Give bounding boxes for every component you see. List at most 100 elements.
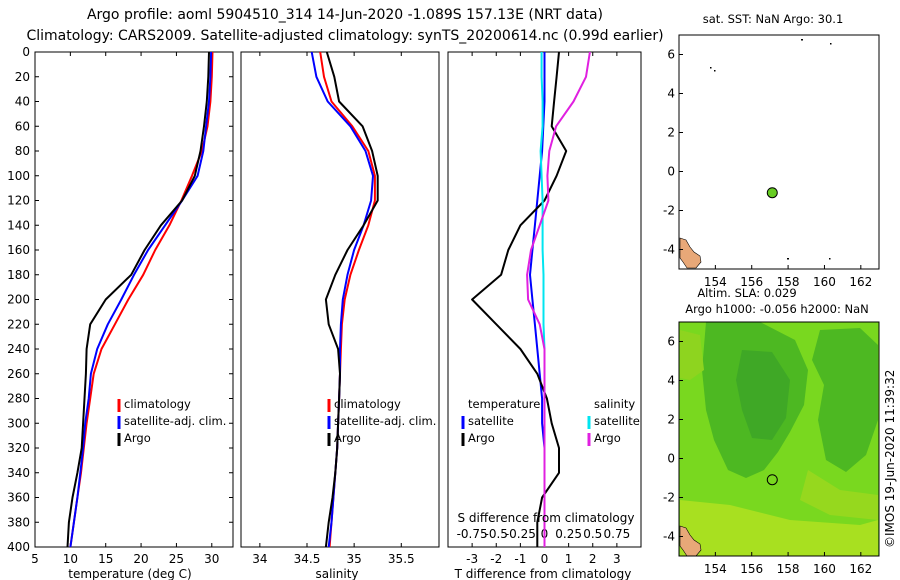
x-tick-label: 0: [541, 552, 549, 566]
sst-map-frame: [678, 34, 880, 270]
x-tick-label: 10: [63, 552, 78, 566]
depth-tick-label: 20: [15, 70, 30, 84]
salinity-x-ticks: 34 34.5 35 35.5: [252, 52, 415, 566]
salinity-plot-frame: [240, 51, 440, 548]
t-difference-x-ticks: -3 -2 -1 0 1 2 3: [466, 52, 621, 566]
x-tick-label: 2: [589, 552, 597, 566]
x-tick-label: -2: [490, 552, 502, 566]
temperature-legend: climatology satellite-adj. clim. Argo: [117, 397, 226, 446]
x-tick-label: 35: [347, 552, 362, 566]
temperature-axis-label: temperature (deg C): [68, 567, 191, 580]
map-y-tick-label: 2: [667, 126, 675, 140]
series-line-argo: [324, 51, 379, 548]
depth-tick-label: 220: [7, 317, 30, 331]
x-tick-label: -3: [466, 552, 478, 566]
map-y-tick-label: 0: [667, 452, 675, 466]
map-y-tick-label: -4: [663, 530, 675, 544]
depth-tick-label: 300: [7, 416, 30, 430]
depth-tick-label: 180: [7, 268, 30, 282]
sla-patch-light: [800, 470, 878, 520]
x-tick-label: -1: [514, 552, 526, 566]
series-line-salinity-argo: [526, 51, 591, 547]
sla-patch-light: [680, 330, 704, 380]
map-x-tick-label: 160: [813, 275, 836, 289]
series-line-satellite-adj-clim-: [69, 51, 213, 548]
difference-legend: temperature satellite Argo salinity sate…: [461, 397, 640, 446]
depth-tick-label: 40: [15, 95, 30, 109]
x-tick-label: 1: [565, 552, 573, 566]
sla-map-ticks: 154 156 158 160 162 -4 -2 0 2 4 6: [663, 335, 872, 577]
island-dot: [714, 70, 716, 72]
depth-tick-label: 280: [7, 392, 30, 406]
depth-tick-label: 340: [7, 466, 30, 480]
map-y-tick-label: -2: [663, 204, 675, 218]
series-line-argo: [66, 51, 210, 548]
island-dot: [710, 67, 712, 69]
island-dot: [801, 39, 803, 41]
sla-patch-dark: [812, 328, 878, 472]
island-dot: [787, 258, 789, 260]
imos-footer: ©IMOS 19-Jun-2020 11:39:32: [883, 370, 897, 548]
x-tick-label: 3: [613, 552, 621, 566]
legend-satellite-label: satellite-adj. clim.: [124, 414, 226, 428]
legend3-s-argo-label: Argo: [594, 431, 621, 445]
map-x-tick-label: 158: [777, 562, 800, 576]
legend3-t-satellite-label: satellite: [468, 414, 514, 428]
depth-tick-label: 60: [15, 119, 30, 133]
argo-float-marker: [766, 474, 778, 486]
map-x-tick-label: 158: [777, 275, 800, 289]
x-tick-label: 25: [169, 552, 184, 566]
sla-map-markers: [766, 474, 778, 486]
map-x-tick-label: 162: [849, 275, 872, 289]
temperature-profiles: [66, 51, 214, 548]
temperature-x-ticks: 5 10 15 20 25 30: [31, 52, 219, 566]
map-y-tick-label: 6: [667, 48, 675, 62]
s-diff-tick-label: 0.75: [604, 527, 631, 541]
depth-tick-label: 380: [7, 515, 30, 529]
figure-title-line2: Climatology: CARS2009. Satellite-adjuste…: [26, 28, 663, 44]
island-dot: [830, 43, 832, 45]
sla-map-field: [680, 322, 878, 556]
depth-tick-label: 240: [7, 342, 30, 356]
salinity-axis-label: salinity: [315, 567, 358, 580]
sla-patch-darker: [736, 350, 790, 440]
depth-tick-label: 320: [7, 441, 30, 455]
map-x-tick-label: 156: [740, 275, 763, 289]
x-tick-label: 20: [133, 552, 148, 566]
map-x-tick-label: 154: [704, 275, 727, 289]
s-difference-axis-label: S difference from climatology: [458, 511, 635, 525]
sst-map-ticks: 154 156 158 160 162 -4 -2 0 2 4 6: [663, 48, 872, 290]
sla-map-title-line1: Altim. SLA: 0.029: [697, 286, 796, 300]
sst-map-title: sat. SST: NaN Argo: 30.1: [703, 12, 844, 26]
map-y-tick-label: -2: [663, 491, 675, 505]
x-tick-label: 30: [204, 552, 219, 566]
map-x-tick-label: 162: [849, 562, 872, 576]
map-x-tick-label: 154: [704, 562, 727, 576]
depth-tick-label: 260: [7, 367, 30, 381]
sla-map-frame-outline: [678, 321, 880, 557]
x-tick-label: 35.5: [388, 552, 415, 566]
map-y-tick-label: 4: [667, 87, 675, 101]
sla-patch-light: [680, 500, 878, 556]
salinity-legend: climatology satellite-adj. clim. Argo: [327, 397, 436, 446]
sla-map-panel: Altim. SLA: 0.029 Argo h1000: -0.056 h20…: [663, 286, 880, 577]
map-x-tick-label: 160: [813, 562, 836, 576]
island-dot: [829, 258, 831, 260]
depth-tick-label: 360: [7, 491, 30, 505]
depth-tick-label: 100: [7, 169, 30, 183]
map-y-tick-label: -4: [663, 243, 675, 257]
depth-tick-label: 80: [15, 144, 30, 158]
map-x-tick-label: 156: [740, 562, 763, 576]
series-line-temperature-argo: [471, 51, 568, 547]
depth-tick-label: 160: [7, 243, 30, 257]
depth-tick-label: 120: [7, 194, 30, 208]
s-diff-tick-label: 0.5: [583, 527, 602, 541]
figure-title-line1: Argo profile: aoml 5904510_314 14-Jun-20…: [87, 7, 603, 23]
s-diff-tick-label: 0.25: [555, 527, 582, 541]
s-diff-tick-label: -0.25: [505, 527, 536, 541]
temperature-plot-frame: [34, 51, 234, 548]
legend2-argo-label: Argo: [334, 431, 361, 445]
x-tick-label: 5: [31, 552, 39, 566]
legend3-temperature-heading: temperature: [468, 397, 540, 411]
